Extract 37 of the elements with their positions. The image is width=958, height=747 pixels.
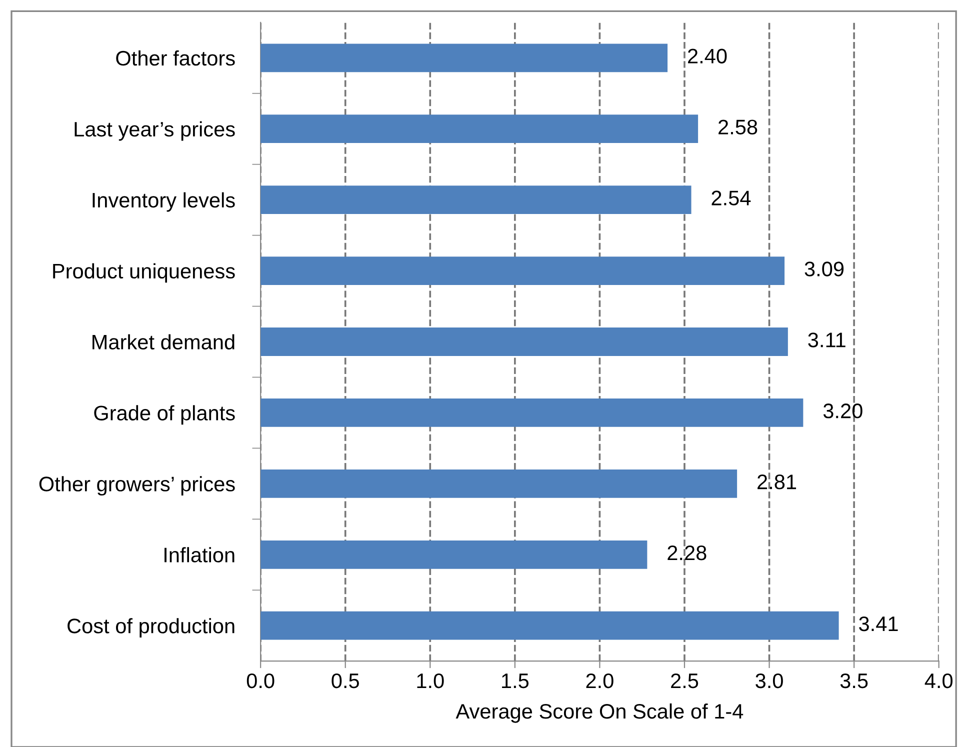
x-tick-label: 2.0	[586, 673, 614, 688]
x-tick-label: 1.5	[502, 674, 529, 688]
y-tick-label: Last year’s prices	[74, 121, 235, 141]
data-label: 3.20	[823, 404, 862, 418]
bar	[260, 256, 785, 285]
bar	[260, 44, 668, 72]
x-axis-title: Average Score On Scale of 1-4	[456, 703, 744, 723]
bar	[260, 469, 738, 498]
x-tick-label: 2.5	[671, 673, 698, 688]
y-tick-label: Cost of production	[68, 618, 234, 638]
y-tick-label: Other growers’ prices	[39, 476, 235, 496]
x-tick-label: 3.5	[840, 673, 868, 688]
data-label: 2.28	[668, 545, 706, 560]
bar	[260, 328, 788, 356]
bar	[260, 611, 839, 640]
data-label: 2.54	[712, 190, 751, 206]
x-tick-label: 0.5	[332, 673, 359, 688]
bar	[260, 114, 698, 144]
y-tick-label: Product uniqueness	[53, 263, 235, 283]
bar	[260, 186, 692, 214]
data-label: 3.09	[804, 262, 844, 276]
data-label: 3.11	[808, 332, 846, 348]
x-tick-label: 1.0	[417, 673, 444, 688]
x-tick-label: 3.0	[756, 673, 783, 688]
data-label: 2.58	[718, 120, 758, 134]
x-tick-label: 4.0	[924, 673, 953, 688]
y-tick-label: Other factors	[116, 50, 235, 66]
y-tick-label: Market demand	[92, 334, 234, 350]
data-label: 3.41	[859, 616, 898, 632]
bar	[260, 540, 648, 569]
x-tick-label: 0.0	[246, 673, 274, 688]
y-tick-label: Inventory levels	[92, 192, 235, 212]
data-label: 2.81	[758, 474, 796, 490]
data-label: 2.40	[688, 48, 727, 64]
y-tick-label: Inflation	[164, 547, 234, 562]
bar	[260, 398, 804, 427]
y-tick-label: Grade of plants	[94, 405, 235, 425]
